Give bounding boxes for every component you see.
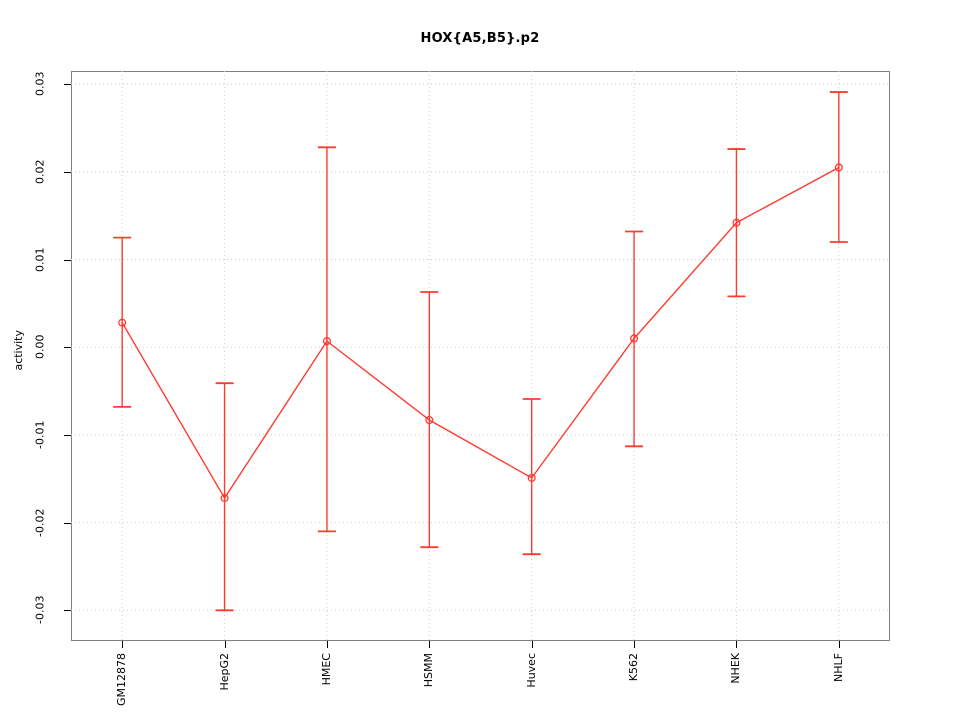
y-tick-mark	[64, 347, 71, 348]
x-tick-label: HMEC	[319, 653, 333, 686]
y-tick-mark	[64, 610, 71, 611]
x-tick-mark	[839, 641, 840, 648]
y-tick-label: -0.01	[33, 420, 47, 450]
y-tick-label: 0.03	[33, 71, 47, 97]
x-tick-mark	[736, 641, 737, 648]
x-tick-mark	[634, 641, 635, 648]
x-tick-label: NHLF	[831, 653, 845, 682]
y-tick-label: -0.03	[33, 596, 47, 625]
chart-title: HOX{A5,B5}.p2	[420, 31, 540, 46]
y-tick-label: 0.02	[33, 159, 47, 185]
y-tick-mark	[64, 435, 71, 436]
x-tick-mark	[532, 641, 533, 648]
x-tick-label: GM12878	[115, 653, 129, 707]
x-tick-label: HepG2	[217, 653, 231, 691]
x-tick-label: K562	[627, 653, 641, 682]
x-tick-label: Huvec	[524, 653, 538, 688]
x-tick-mark	[225, 641, 226, 648]
x-tick-label: HSMM	[422, 653, 436, 688]
y-axis-label: activity	[12, 330, 25, 371]
x-tick-label: NHEK	[729, 653, 743, 684]
y-tick-label: 0.00	[33, 334, 47, 360]
y-tick-label: -0.02	[33, 508, 47, 537]
y-tick-mark	[64, 172, 71, 173]
y-tick-mark	[64, 260, 71, 261]
y-tick-mark	[64, 523, 71, 524]
y-tick-mark	[64, 84, 71, 85]
y-tick-label: 0.01	[33, 247, 47, 272]
x-tick-mark	[429, 641, 430, 648]
plot-frame	[71, 71, 890, 641]
x-tick-mark	[327, 641, 328, 648]
x-tick-mark	[122, 641, 123, 648]
